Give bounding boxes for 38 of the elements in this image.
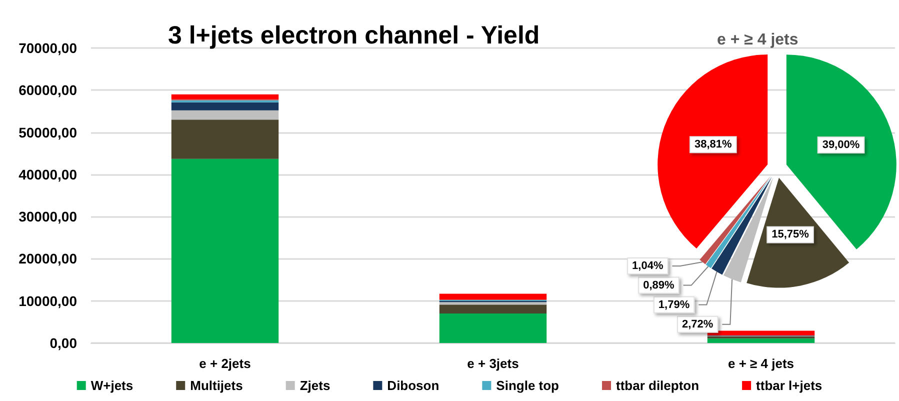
legend-label: ttbar l+jets (756, 378, 822, 393)
legend-label: W+jets (90, 378, 134, 393)
x-tick-label: e + 2jets (199, 356, 251, 371)
y-tick-label: 50000,00 (18, 124, 78, 140)
bar (439, 302, 547, 305)
bar (439, 304, 547, 314)
bar (171, 120, 279, 159)
bar (171, 94, 279, 100)
legend-label: Multijets (190, 378, 243, 393)
y-tick-label: 30000,00 (18, 208, 78, 225)
bar (707, 338, 815, 343)
y-tick-label: 40000,00 (18, 166, 78, 182)
y-tick-label: 70000,00 (18, 40, 78, 56)
chart-title: 3 l+jets electron channel - Yield (168, 22, 540, 50)
bar (171, 158, 279, 343)
bar (171, 102, 279, 110)
x-tick-label: e + 3jets (467, 356, 519, 371)
bar (171, 110, 279, 120)
y-tick-label: 0,00 (50, 335, 78, 351)
data-label: 15,75% (772, 228, 810, 241)
data-label: 2,72% (682, 318, 714, 330)
data-label: 1,04% (632, 260, 664, 272)
y-tick-label: 10000,00 (18, 292, 78, 309)
data-label: 0,89% (643, 279, 674, 292)
bar (707, 330, 815, 336)
x-tick-label: e + ≥ 4 jets (728, 356, 794, 371)
legend-label: Diboson (387, 378, 440, 393)
legend-label: Zjets (300, 378, 330, 393)
chart-title: e + ≥ 4 jets (717, 32, 798, 48)
y-tick-label: 20000,00 (18, 250, 78, 267)
data-label: 39,00% (822, 138, 860, 151)
y-tick-label: 60000,00 (18, 82, 78, 98)
bar (439, 294, 547, 300)
legend-label: Single top (496, 378, 560, 393)
data-label: 1,79% (658, 298, 690, 311)
bar (439, 314, 547, 343)
data-label: 38,81% (694, 138, 732, 151)
legend-label: ttbar dilepton (616, 378, 700, 393)
